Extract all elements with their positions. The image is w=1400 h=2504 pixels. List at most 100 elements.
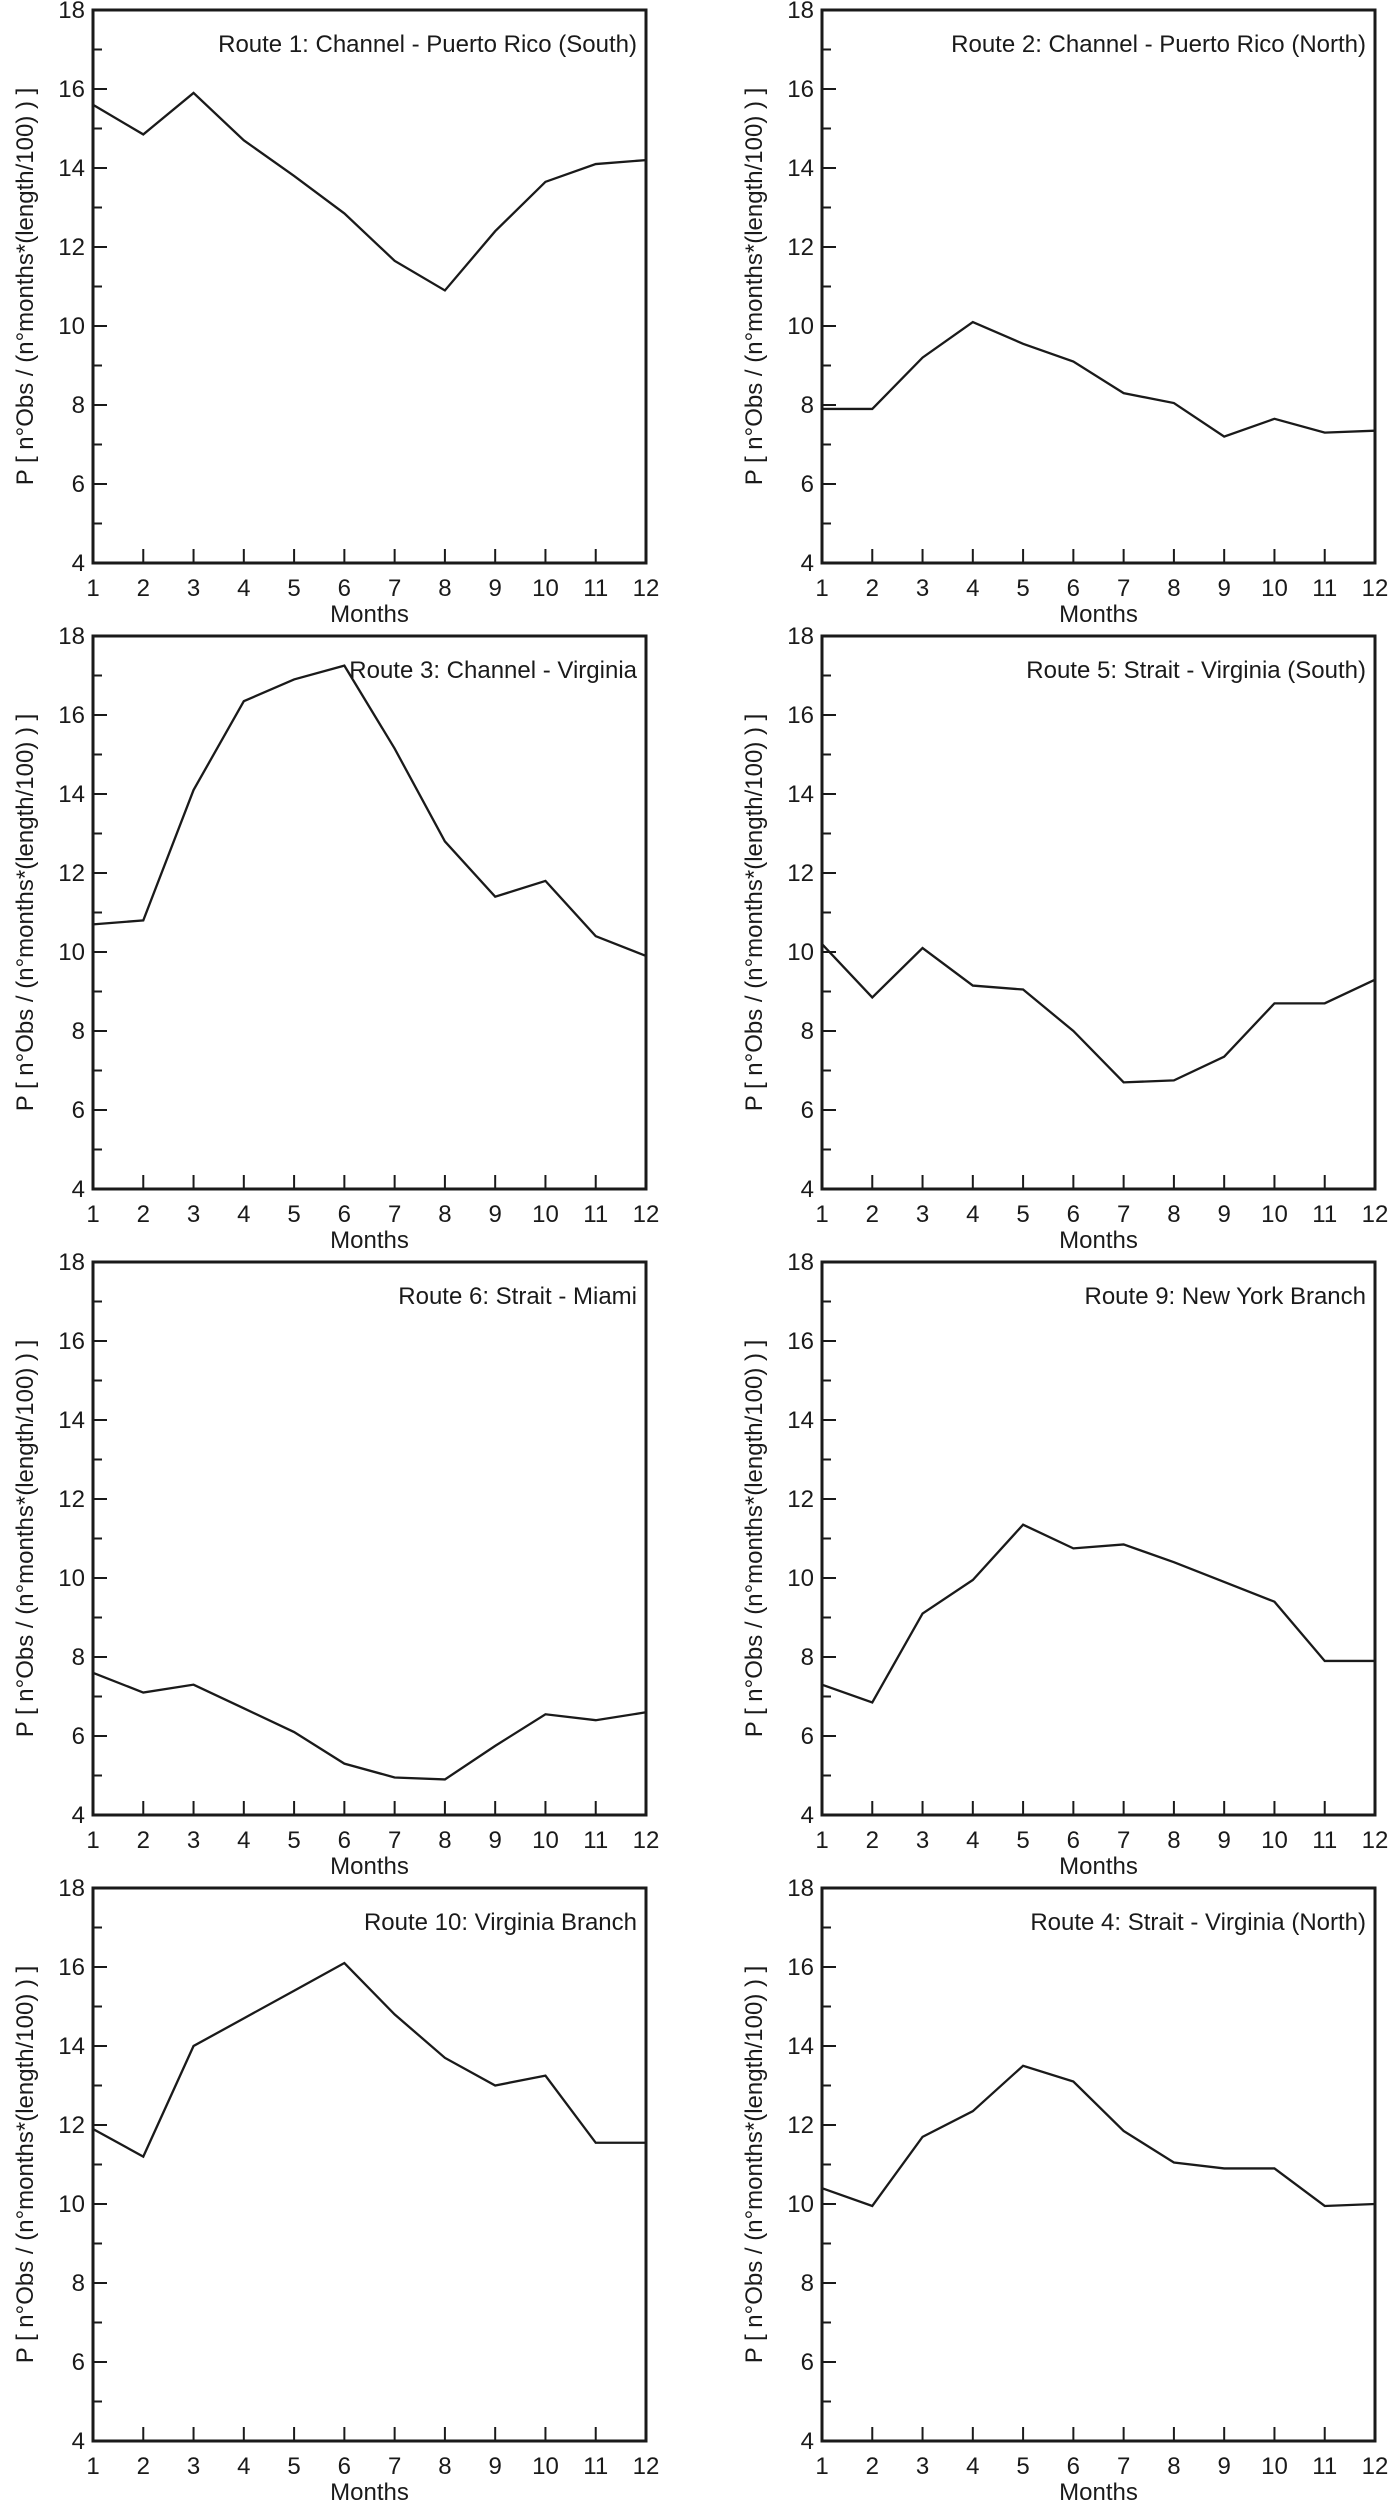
- x-tick-label: 4: [237, 1201, 250, 1228]
- x-axis: 1 2 3 4 5 6 7 8 9 10 11 12: [815, 1801, 1388, 1854]
- x-tick-label: 3: [916, 2453, 929, 2480]
- y-tick-label: 18: [787, 626, 814, 650]
- y-tick-label: 6: [72, 471, 85, 498]
- x-tick-label: 6: [1067, 1201, 1080, 1228]
- x-tick-label: 9: [489, 1827, 502, 1854]
- chart-panel-6: 4 6 8 10 12 14 16 18 1 2 3 4 5 6 7 8 9 10 11 12 Route 9: New…: [700, 1252, 1400, 1878]
- y-tick-label: 12: [58, 860, 85, 887]
- x-axis: 1 2 3 4 5 6 7 8 9 10 11 12: [815, 1175, 1388, 1228]
- x-tick-label: 2: [137, 1827, 150, 1854]
- y-tick-label: 8: [801, 1018, 814, 1045]
- x-tick-label: 6: [338, 2453, 351, 2480]
- y-tick-label: 6: [72, 1723, 85, 1750]
- x-tick-label: 5: [1016, 1827, 1029, 1854]
- x-tick-label: 12: [633, 1201, 660, 1228]
- y-axis: 4 6 8 10 12 14 16 18: [58, 1252, 107, 1829]
- x-tick-label: 10: [532, 1827, 559, 1854]
- x-tick-label: 1: [86, 2453, 99, 2480]
- chart-panel-1: 4 6 8 10 12 14 16 18 1 2 3 4 5 6 7 8 9 10 11 12 Route 1: Cha…: [0, 0, 700, 626]
- y-tick-label: 14: [787, 155, 814, 182]
- y-tick-label: 14: [787, 1407, 814, 1434]
- y-tick-label: 14: [58, 155, 85, 182]
- y-tick-label: 14: [787, 2033, 814, 2060]
- x-tick-label: 4: [237, 1827, 250, 1854]
- y-tick-label: 8: [801, 2270, 814, 2297]
- y-tick-label: 14: [58, 2033, 85, 2060]
- x-tick-label: 12: [1362, 2453, 1389, 2480]
- y-tick-label: 18: [58, 626, 85, 650]
- plot-border: [820, 8, 1377, 565]
- y-axis-label: P [ n°Obs / (n°months*(length/100) ) ]: [12, 1340, 39, 1738]
- data-line: [821, 1523, 1375, 1704]
- y-tick-label: 4: [72, 1802, 85, 1829]
- x-axis: 1 2 3 4 5 6 7 8 9 10 11 12: [86, 1801, 659, 1854]
- x-tick-label: 1: [815, 575, 828, 602]
- x-tick-label: 5: [1016, 1201, 1029, 1228]
- x-axis: 1 2 3 4 5 6 7 8 9 10 11 12: [86, 1175, 659, 1228]
- x-tick-label: 1: [86, 1201, 99, 1228]
- y-tick-label: 16: [58, 1328, 85, 1355]
- y-tick-label: 8: [801, 1644, 814, 1671]
- x-tick-label: 7: [1117, 1827, 1130, 1854]
- y-axis: 4 6 8 10 12 14 16 18: [787, 1878, 836, 2455]
- x-tick-label: 7: [388, 1201, 401, 1228]
- plot-border: [91, 1886, 648, 2443]
- x-tick-label: 11: [583, 1827, 608, 1854]
- x-tick-label: 9: [1218, 1827, 1231, 1854]
- y-tick-label: 8: [72, 392, 85, 419]
- y-tick-label: 16: [58, 702, 85, 729]
- y-tick-label: 4: [801, 550, 814, 577]
- x-axis-label: Months: [1059, 601, 1138, 626]
- chart-panel-3: 4 6 8 10 12 14 16 18 1 2 3 4 5 6 7 8 9 10 11 12 Route 3: Cha…: [0, 626, 700, 1252]
- y-axis-label: P [ n°Obs / (n°months*(length/100) ) ]: [741, 1340, 768, 1738]
- y-tick-label: 4: [72, 550, 85, 577]
- y-tick-label: 18: [787, 0, 814, 24]
- data-line: [821, 2064, 1376, 2208]
- y-tick-label: 6: [801, 471, 814, 498]
- x-tick-label: 6: [338, 1827, 351, 1854]
- y-tick-label: 6: [801, 2349, 814, 2376]
- y-tick-label: 8: [72, 2270, 85, 2297]
- y-axis-label: P [ n°Obs / (n°months*(length/100) ) ]: [12, 88, 39, 486]
- y-tick-label: 4: [72, 2428, 85, 2455]
- y-tick-label: 16: [58, 1954, 85, 1981]
- y-tick-label: 8: [72, 1018, 85, 1045]
- y-tick-label: 14: [58, 781, 85, 808]
- plot-border: [91, 8, 648, 565]
- data-line: [821, 943, 1376, 1084]
- y-axis-label: P [ n°Obs / (n°months*(length/100) ) ]: [741, 88, 768, 486]
- x-axis: 1 2 3 4 5 6 7 8 9 10 11 12: [815, 549, 1388, 602]
- x-tick-label: 8: [1167, 575, 1180, 602]
- chart-panel-2: 4 6 8 10 12 14 16 18 1 2 3 4 5 6 7 8 9 10 11 12 Route 2: Cha…: [700, 0, 1400, 626]
- x-tick-label: 3: [187, 1201, 200, 1228]
- x-tick-label: 2: [137, 1201, 150, 1228]
- x-tick-label: 3: [187, 1827, 200, 1854]
- x-tick-label: 1: [815, 1827, 828, 1854]
- x-tick-label: 10: [1261, 1827, 1288, 1854]
- chart-title: Route 2: Channel - Puerto Rico (North): [951, 31, 1366, 58]
- x-tick-label: 2: [866, 575, 879, 602]
- x-tick-label: 8: [438, 1827, 451, 1854]
- y-tick-label: 6: [72, 2349, 85, 2376]
- y-axis: 4 6 8 10 12 14 16 18: [58, 0, 107, 577]
- y-tick-label: 18: [787, 1252, 814, 1276]
- x-tick-label: 11: [1312, 575, 1337, 602]
- y-tick-label: 8: [801, 392, 814, 419]
- x-tick-label: 11: [1312, 1201, 1337, 1228]
- x-tick-label: 9: [1218, 1201, 1231, 1228]
- x-tick-label: 3: [916, 1827, 929, 1854]
- chart-panel-7: 4 6 8 10 12 14 16 18 1 2 3 4 5 6 7 8 9 10 11 12 Route 10: Vi…: [0, 1878, 700, 2504]
- x-tick-label: 3: [187, 575, 200, 602]
- y-tick-label: 14: [787, 781, 814, 808]
- y-tick-label: 12: [787, 860, 814, 887]
- x-tick-label: 9: [489, 2453, 502, 2480]
- x-tick-label: 5: [287, 2453, 300, 2480]
- x-axis-label: Months: [330, 1853, 409, 1878]
- y-tick-label: 18: [58, 0, 85, 24]
- y-axis: 4 6 8 10 12 14 16 18: [787, 626, 836, 1203]
- y-tick-label: 10: [58, 939, 85, 966]
- y-tick-label: 16: [787, 702, 814, 729]
- plot-border: [820, 1886, 1377, 2443]
